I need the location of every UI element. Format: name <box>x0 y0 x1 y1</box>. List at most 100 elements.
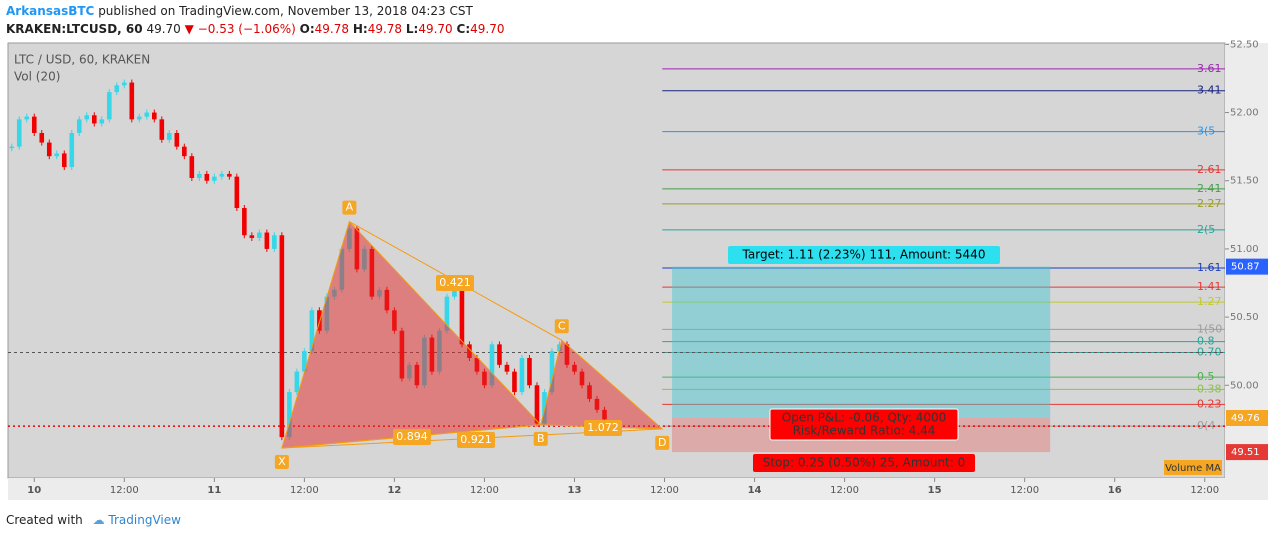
point-label: C <box>558 319 566 332</box>
candle <box>9 146 15 149</box>
candle <box>84 115 90 120</box>
fib-label: 2(5 <box>1197 223 1215 236</box>
x-tick-label: 12:00 <box>830 485 859 496</box>
candle <box>189 156 195 178</box>
fib-label: 0.38 <box>1197 382 1222 395</box>
price-badge <box>1226 410 1268 426</box>
candle <box>76 119 82 133</box>
point-label: B <box>537 432 545 445</box>
candle <box>242 208 247 236</box>
price-badge-label: 49.76 <box>1231 413 1260 424</box>
y-tick-label: 50.50 <box>1230 312 1259 323</box>
y-tick-label: 52.00 <box>1230 108 1259 119</box>
ratio-label: 1.072 <box>587 421 619 434</box>
fib-label: 2.41 <box>1197 182 1222 195</box>
candle <box>106 92 112 120</box>
ratio-box <box>436 275 474 291</box>
published: published on TradingView.com, November 1… <box>98 4 473 18</box>
fib-label: 3.41 <box>1197 84 1222 97</box>
created: Created with <box>6 513 83 527</box>
candle <box>549 351 555 393</box>
brand[interactable]: TradingView <box>108 513 181 527</box>
candle <box>527 358 532 386</box>
pnl-label: Open P&L: -0.06, Qty: 4000 <box>782 411 946 425</box>
candle <box>174 133 180 147</box>
x-tick-label: 12:00 <box>1190 485 1219 496</box>
ratio-label: 0.894 <box>396 430 428 443</box>
candle <box>452 289 457 297</box>
candle <box>39 133 45 143</box>
arrow: ▼ <box>184 22 194 36</box>
point-box <box>655 435 670 450</box>
candle <box>519 358 525 393</box>
candle <box>61 153 67 168</box>
rr-label: Risk/Reward Ratio: 4.44 <box>793 424 936 438</box>
y-tick-label: 51.50 <box>1230 176 1259 187</box>
candle <box>309 310 315 352</box>
price-badge <box>1226 258 1268 275</box>
o-label: O: <box>299 22 315 36</box>
candle <box>129 82 135 120</box>
candle <box>264 232 270 249</box>
point-label: A <box>346 201 354 214</box>
volume-ma-label: Volume MA <box>1165 463 1221 474</box>
candle <box>249 235 255 238</box>
candle <box>512 371 517 393</box>
price-badge-label: 49.51 <box>1231 447 1260 458</box>
candle <box>212 176 217 181</box>
candle <box>46 142 52 157</box>
x-tick-label: 15 <box>928 485 942 496</box>
x-tick-label: 14 <box>748 485 762 496</box>
x-tick-label: 16 <box>1108 485 1122 496</box>
candle <box>31 116 37 133</box>
ratio-label: 0.921 <box>460 433 492 446</box>
candle <box>497 344 502 365</box>
candle <box>534 385 540 424</box>
ratio-box <box>393 429 431 445</box>
point-box <box>274 455 289 469</box>
candle <box>137 116 142 120</box>
candle <box>444 296 450 331</box>
x-tick-label: 12:00 <box>290 485 319 496</box>
candle <box>197 173 202 178</box>
candle <box>204 173 210 181</box>
candle <box>144 112 150 117</box>
candle <box>287 392 292 438</box>
change: −0.53 (−1.06%) <box>197 22 296 36</box>
ratio-box <box>457 432 495 448</box>
candle <box>302 351 307 372</box>
stop-label-box <box>753 454 975 472</box>
fib-label: 1.41 <box>1197 280 1222 293</box>
point-box <box>533 431 548 446</box>
candle <box>99 119 105 124</box>
candle <box>114 85 120 93</box>
fib-label: 3.61 <box>1197 62 1222 75</box>
l-label: L: <box>405 22 419 36</box>
fib-label: 0.8 <box>1197 335 1215 348</box>
candle <box>219 173 225 177</box>
x-tick-label: 12:00 <box>650 485 679 496</box>
fib-label: 1.61 <box>1197 261 1222 274</box>
candle <box>54 153 60 157</box>
h-label: H: <box>352 22 368 36</box>
x-tick-label: 12:00 <box>110 485 139 496</box>
pnl-box <box>769 408 959 441</box>
author[interactable]: ArkansasBTC <box>6 4 95 18</box>
chart-subtitle: Vol (20) <box>14 70 60 84</box>
symbol: KRAKEN:LTCUSD, 60 <box>6 22 143 36</box>
candle <box>152 112 157 120</box>
fib-label: 2.27 <box>1197 197 1222 210</box>
candle <box>294 371 300 393</box>
point-box <box>342 200 357 215</box>
point-label: D <box>658 436 666 449</box>
fib-label: 3(5 <box>1197 125 1215 138</box>
x-tick-label: 13 <box>568 485 582 496</box>
candle <box>459 289 465 345</box>
fib-label: 2.61 <box>1197 163 1222 176</box>
candle <box>167 133 172 140</box>
point-label: X <box>278 455 286 468</box>
target-label: Target: 1.11 (2.23%) 111, Amount: 5440 <box>742 248 986 262</box>
x-tick-label: 11 <box>207 485 221 496</box>
